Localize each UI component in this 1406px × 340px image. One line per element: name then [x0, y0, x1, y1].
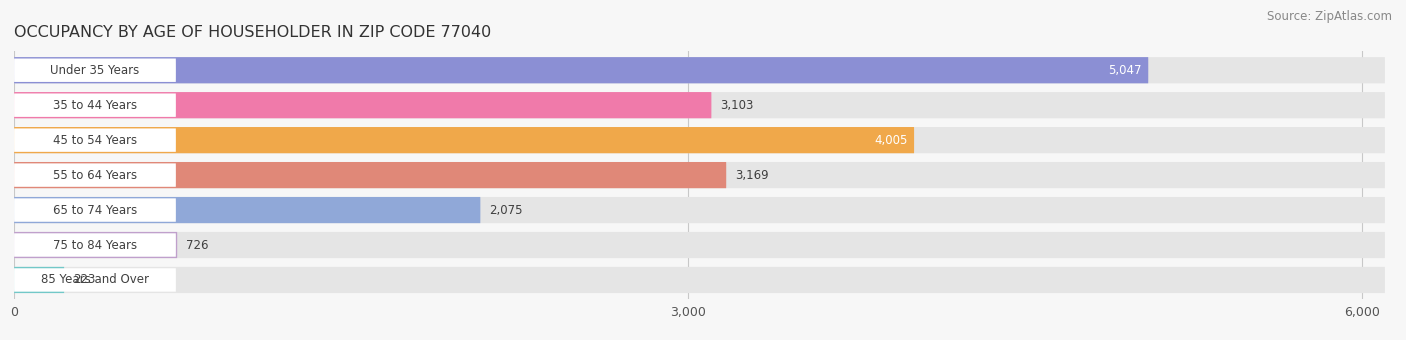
- FancyBboxPatch shape: [14, 232, 1385, 258]
- FancyBboxPatch shape: [14, 129, 176, 152]
- FancyBboxPatch shape: [14, 233, 176, 257]
- Text: 55 to 64 Years: 55 to 64 Years: [53, 169, 136, 182]
- Text: Source: ZipAtlas.com: Source: ZipAtlas.com: [1267, 10, 1392, 23]
- Text: 85 Years and Over: 85 Years and Over: [41, 273, 149, 287]
- FancyBboxPatch shape: [14, 267, 65, 293]
- FancyBboxPatch shape: [14, 268, 176, 292]
- Text: 223: 223: [73, 273, 96, 287]
- Text: 4,005: 4,005: [875, 134, 907, 147]
- FancyBboxPatch shape: [14, 58, 176, 82]
- FancyBboxPatch shape: [14, 127, 914, 153]
- FancyBboxPatch shape: [14, 162, 1385, 188]
- Text: 3,103: 3,103: [720, 99, 754, 112]
- FancyBboxPatch shape: [14, 92, 711, 118]
- FancyBboxPatch shape: [14, 92, 1385, 118]
- Text: 726: 726: [186, 239, 208, 252]
- FancyBboxPatch shape: [14, 267, 1385, 293]
- FancyBboxPatch shape: [14, 164, 176, 187]
- Text: 3,169: 3,169: [735, 169, 769, 182]
- Text: 35 to 44 Years: 35 to 44 Years: [53, 99, 136, 112]
- FancyBboxPatch shape: [14, 127, 1385, 153]
- FancyBboxPatch shape: [14, 162, 727, 188]
- Text: OCCUPANCY BY AGE OF HOUSEHOLDER IN ZIP CODE 77040: OCCUPANCY BY AGE OF HOUSEHOLDER IN ZIP C…: [14, 25, 491, 40]
- Text: 5,047: 5,047: [1108, 64, 1142, 77]
- FancyBboxPatch shape: [14, 57, 1149, 83]
- FancyBboxPatch shape: [14, 197, 481, 223]
- FancyBboxPatch shape: [14, 94, 176, 117]
- FancyBboxPatch shape: [14, 57, 1385, 83]
- FancyBboxPatch shape: [14, 198, 176, 222]
- Text: 2,075: 2,075: [489, 204, 523, 217]
- Text: Under 35 Years: Under 35 Years: [51, 64, 139, 77]
- Text: 65 to 74 Years: 65 to 74 Years: [53, 204, 138, 217]
- FancyBboxPatch shape: [14, 232, 177, 258]
- Text: 45 to 54 Years: 45 to 54 Years: [53, 134, 136, 147]
- Text: 75 to 84 Years: 75 to 84 Years: [53, 239, 136, 252]
- FancyBboxPatch shape: [14, 197, 1385, 223]
